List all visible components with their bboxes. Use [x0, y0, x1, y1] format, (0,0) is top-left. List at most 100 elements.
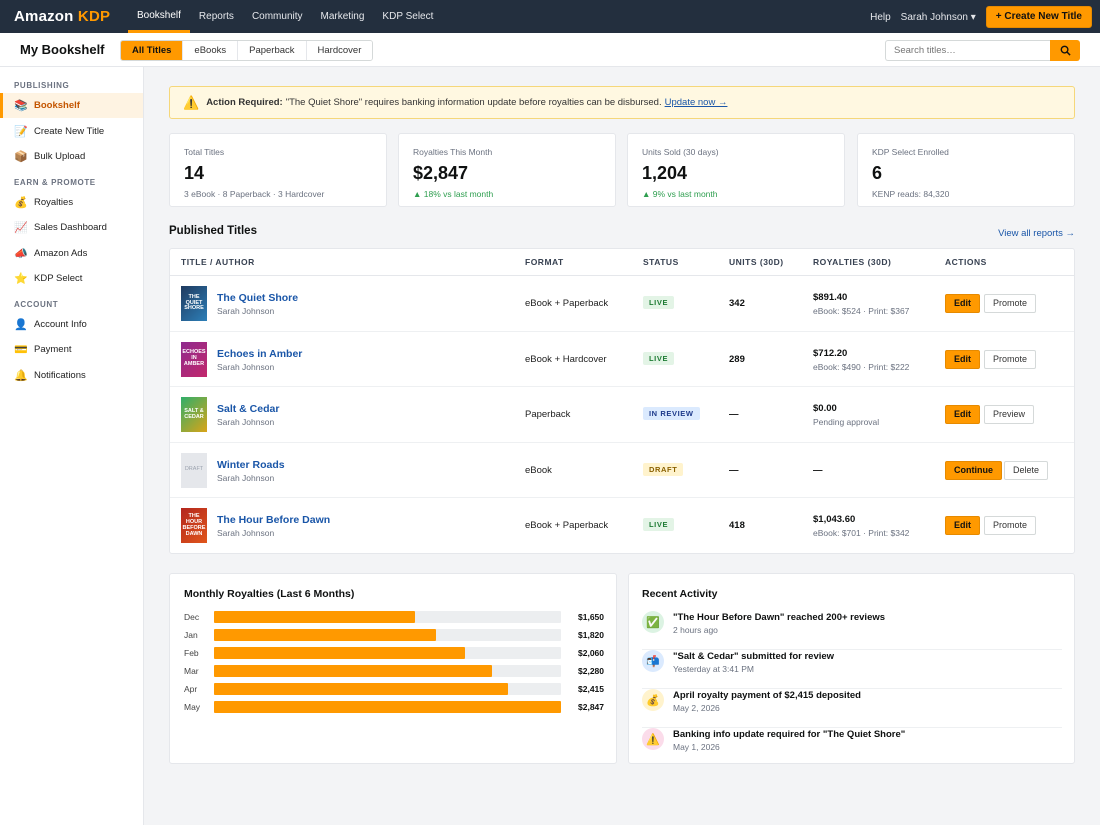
- tab-paperback[interactable]: Paperback: [237, 41, 306, 60]
- nav-bookshelf[interactable]: Bookshelf: [128, 0, 190, 33]
- book-author: Sarah Johnson: [217, 306, 275, 316]
- activity-title: "Salt & Cedar" submitted for review: [673, 651, 835, 662]
- promote-button[interactable]: Promote: [984, 516, 1037, 536]
- book-cover[interactable]: THE HOUR BEFORE DAWN: [181, 508, 207, 544]
- sidebar-item-label: Account Info: [34, 318, 87, 330]
- delete-button[interactable]: Delete: [1004, 460, 1049, 480]
- sidebar-item-payment[interactable]: 💳 Payment: [0, 337, 143, 362]
- activity-icon: ✅: [642, 611, 664, 633]
- book-title-link[interactable]: Echoes in Amber: [217, 347, 303, 360]
- sidebar-item-label: Amazon Ads: [34, 247, 88, 259]
- book-cover[interactable]: ECHOES IN AMBER: [181, 341, 207, 377]
- kdp-logo[interactable]: Amazon KDP: [14, 8, 111, 25]
- tab-hardcover[interactable]: Hardcover: [305, 41, 373, 60]
- stat-sub: ▲ 18% vs last month: [413, 189, 494, 199]
- user-menu[interactable]: Sarah Johnson ▾: [900, 11, 976, 23]
- promote-button[interactable]: Promote: [984, 349, 1037, 369]
- table-row: ECHOES IN AMBER Echoes in Amber Sarah John…: [170, 332, 1074, 388]
- promote-button[interactable]: Promote: [984, 294, 1037, 313]
- units-value: 289: [729, 353, 745, 365]
- sidebar-item-bookshelf[interactable]: 📚 Bookshelf: [0, 93, 143, 118]
- stat-value: 14: [184, 163, 205, 183]
- bar-row: Dec $1,650: [184, 611, 604, 623]
- sidebar-item-bulk-upload[interactable]: 📦 Bulk Upload: [0, 144, 143, 169]
- chart-title: Monthly Royalties (Last 6 Months): [184, 588, 355, 600]
- search-button[interactable]: [1050, 40, 1080, 61]
- nav-marketing[interactable]: Marketing: [320, 11, 365, 22]
- status-badge: LIVE: [643, 351, 675, 365]
- bar: [214, 629, 436, 641]
- activity-item: 📬 "Salt & Cedar" submitted for review Yest…: [642, 650, 1062, 689]
- sidebar-item-create-new-title[interactable]: 📝 Create New Title: [0, 119, 143, 144]
- sidebar-item-notifications[interactable]: 🔔 Notifications: [0, 363, 143, 388]
- bar-value-label: $1,650: [578, 612, 604, 622]
- nav-right: Help Sarah Johnson ▾ + Create New Title: [870, 6, 1092, 28]
- bar-row: May $2,847: [184, 701, 604, 713]
- book-format: eBook: [525, 464, 552, 476]
- royalty-breakdown: eBook: $524 · Print: $367: [813, 306, 910, 316]
- sidebar-item-kdp-select[interactable]: ⭐ KDP Select: [0, 266, 143, 291]
- bar-category-label: Dec: [184, 612, 200, 622]
- activity-item: ⚠️ Banking info update required for "The …: [642, 728, 1062, 767]
- bar-category-label: Jan: [184, 630, 198, 640]
- activity-time: May 1, 2026: [673, 742, 720, 752]
- book-format: eBook + Paperback: [525, 520, 609, 532]
- nav-reports[interactable]: Reports: [198, 11, 234, 22]
- book-cover[interactable]: SALT & CEDAR: [181, 397, 207, 433]
- sidebar-item-royalties[interactable]: 💰 Royalties: [0, 190, 143, 215]
- activity-icon: 📬: [642, 650, 664, 672]
- edit-button[interactable]: Edit: [945, 516, 980, 536]
- bar-track: [214, 701, 561, 713]
- edit-button[interactable]: Edit: [945, 349, 980, 369]
- nav-community[interactable]: Community: [251, 11, 303, 22]
- activity-icon: ⚠️: [642, 728, 664, 750]
- activity-item: 💰 April royalty payment of $2,415 deposit…: [642, 689, 1062, 728]
- book-title-link[interactable]: Winter Roads: [217, 458, 285, 471]
- activity-title: Banking info update required for "The Qu…: [673, 729, 906, 740]
- book-title-link[interactable]: Salt & Cedar: [217, 403, 280, 416]
- bar-value-label: $2,415: [578, 684, 604, 694]
- help-link[interactable]: Help: [870, 11, 891, 23]
- alert-label: Action Required:: [206, 97, 283, 108]
- book-format: Paperback: [525, 409, 571, 421]
- activity-title: Recent Activity: [642, 588, 718, 600]
- bar-row: Jan $1,820: [184, 629, 604, 641]
- preview-button[interactable]: Preview: [984, 405, 1035, 425]
- bar-category-label: Mar: [184, 666, 199, 676]
- book-author: Sarah Johnson: [217, 361, 275, 372]
- sidebar-section-heading: PUBLISHING: [14, 81, 70, 90]
- update-now-link[interactable]: Update now →: [664, 97, 728, 108]
- sidebar-item-sales-dashboard[interactable]: 📈 Sales Dashboard: [0, 215, 143, 240]
- column-header-royalties-30d: ROYALTIES (30D): [813, 257, 892, 267]
- bar: [214, 665, 492, 677]
- create-new-title-button[interactable]: + Create New Title: [985, 6, 1092, 28]
- units-value: 342: [729, 298, 745, 309]
- book-title-link[interactable]: The Quiet Shore: [217, 292, 299, 304]
- tab-ebooks[interactable]: eBooks: [182, 41, 238, 60]
- continue-button[interactable]: Continue: [945, 460, 1002, 480]
- sidebar: PUBLISHING 📚 Bookshelf 📝 Create New Title 📦 Bu…: [0, 67, 144, 825]
- nav-kdp-select[interactable]: KDP Select: [382, 11, 434, 22]
- book-cover[interactable]: DRAFT: [181, 452, 207, 488]
- sidebar-item-amazon-ads[interactable]: 📣 Amazon Ads: [0, 241, 143, 266]
- sidebar-item-account-info[interactable]: 👤 Account Info: [0, 312, 143, 337]
- activity-title: April royalty payment of $2,415 deposite…: [673, 690, 861, 701]
- search-bar: [885, 40, 1080, 61]
- bar: [214, 611, 416, 623]
- edit-button[interactable]: Edit: [945, 405, 980, 425]
- tab-all-titles[interactable]: All Titles: [121, 41, 183, 60]
- status-badge: LIVE: [643, 518, 675, 532]
- column-header-title-author: TITLE / AUTHOR: [181, 257, 255, 267]
- bar-track: [214, 629, 561, 641]
- book-title-link[interactable]: The Hour Before Dawn: [217, 514, 331, 527]
- edit-button[interactable]: Edit: [945, 294, 980, 313]
- view-all-reports-link[interactable]: View all reports →: [998, 228, 1075, 239]
- kdp-select-icon: ⭐: [14, 273, 28, 285]
- bar: [214, 647, 466, 659]
- book-cover[interactable]: THE QUIET SHORE: [181, 286, 207, 321]
- column-header-actions: ACTIONS: [945, 257, 987, 267]
- search-input[interactable]: [885, 40, 1050, 61]
- bulk-upload-icon: 📦: [14, 151, 28, 163]
- status-badge: IN REVIEW: [643, 407, 700, 421]
- bar-row: Apr $2,415: [184, 683, 604, 695]
